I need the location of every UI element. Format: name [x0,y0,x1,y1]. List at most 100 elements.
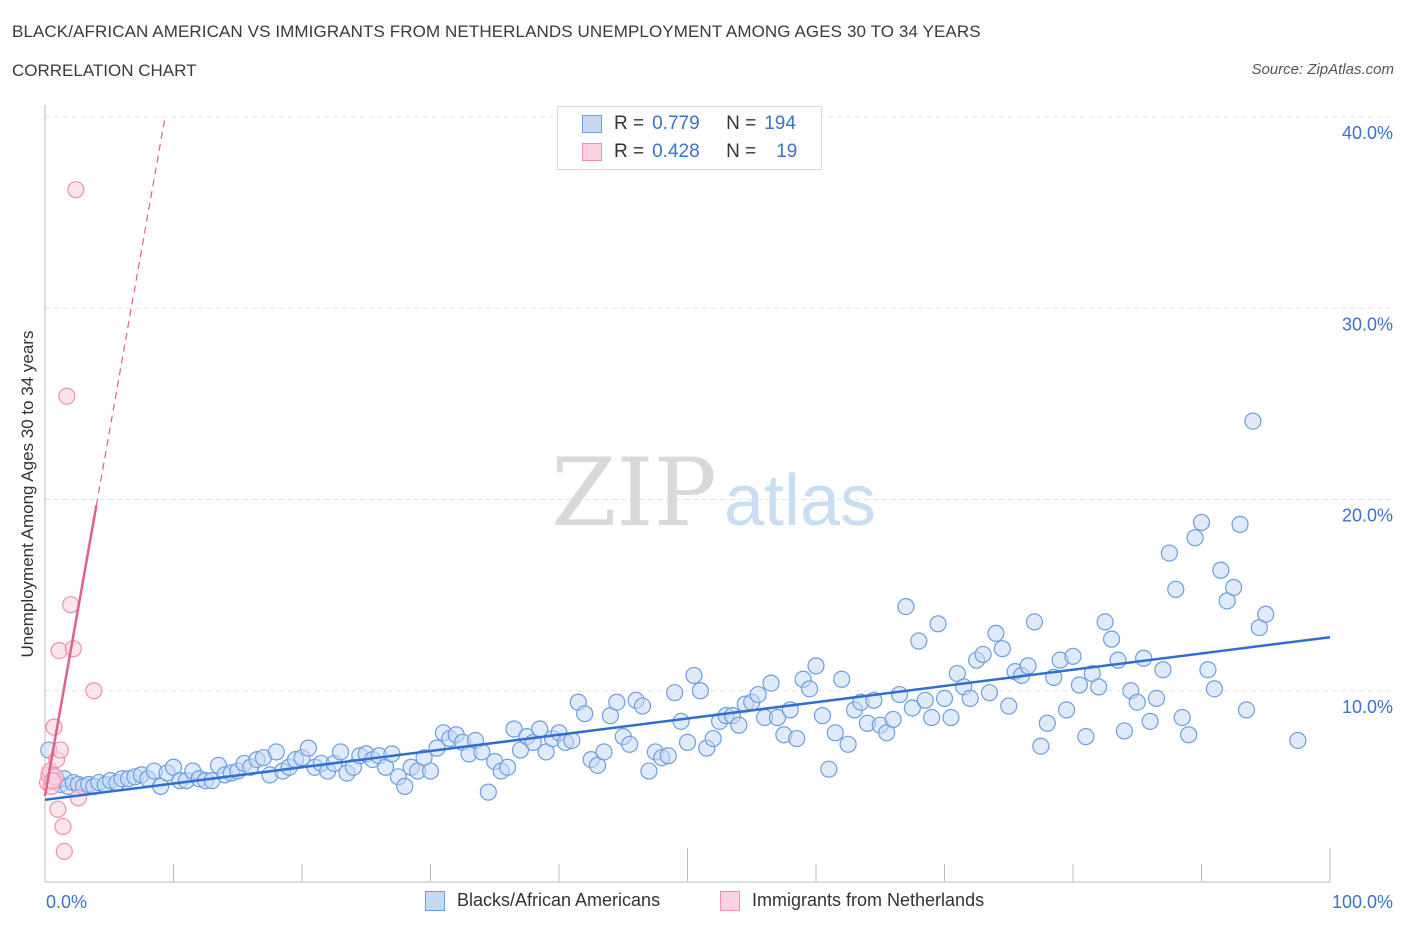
legend-r-value: 0.779 [652,113,700,134]
data-point-blacks [916,691,934,709]
data-point-blacks [897,597,915,616]
data-point-netherlands [45,718,63,736]
data-point-netherlands [69,789,88,807]
bottom-legend-netherlands: Immigrants from Netherlands [720,890,984,911]
data-point-blacks [1212,561,1230,579]
data-point-blacks [833,670,851,688]
data-point-blacks [1173,708,1191,727]
x-tick-label: 100.0% [1332,892,1393,912]
data-point-blacks [640,762,658,780]
watermark: ZIP atlas [551,439,876,548]
data-point-blacks [980,684,999,702]
data-point-blacks [672,712,690,730]
data-point-blacks [1019,657,1037,675]
data-point-blacks [678,733,697,751]
y-axis-label: Unemployment Among Ages 30 to 34 years [18,331,37,658]
chart-title: BLACK/AFRICAN AMERICAN VS IMMIGRANTS FRO… [12,22,981,41]
data-point-blacks [788,729,806,748]
data-point-blacks [839,735,857,753]
data-point-blacks [1032,737,1050,755]
stats-legend: R = 0.779 N = 194 R = 0.428 N = 19 [557,106,822,170]
data-point-blacks [1199,661,1217,679]
bottom-legend-swatch-blue [425,890,445,911]
data-point-blacks [331,743,350,761]
data-point-blacks [595,743,613,761]
data-point-blacks [1000,697,1018,715]
data-point-blacks [633,697,652,715]
data-point-blacks [1102,630,1121,648]
data-point-blacks [1257,605,1275,623]
series-blacks-points [40,412,1307,801]
data-point-blacks [1205,680,1223,698]
data-point-blacks [807,657,825,675]
bottom-legend-label: Immigrants from Netherlands [752,890,985,910]
data-point-blacks [890,685,909,704]
data-point-blacks [1225,578,1243,597]
data-point-blacks [1064,647,1082,665]
legend-r-label: R = [614,113,645,134]
data-point-blacks [1180,726,1198,744]
data-point-blacks [621,735,639,753]
data-point-blacks [1289,731,1307,750]
data-point-blacks [1135,649,1153,667]
data-point-blacks [499,758,517,776]
legend-row-blacks: R = 0.779 N = 194 [582,112,796,136]
data-point-blacks [768,708,787,727]
data-point-blacks [1237,701,1256,719]
legend-n-value: 194 [764,113,796,134]
legend-r-value: 0.428 [652,141,700,162]
trend-line-netherlands [43,505,98,797]
trend-line-blacks [44,635,1331,802]
data-point-blacks [935,689,954,708]
data-point-blacks [993,640,1011,658]
y-tick-label: 40.0% [1342,123,1393,143]
data-point-blacks [800,680,819,698]
data-point-blacks [910,632,928,650]
data-point-blacks [659,747,677,765]
data-point-netherlands [54,817,72,836]
data-point-blacks [923,708,941,727]
legend-n-label: N = [726,141,757,162]
data-point-blacks [299,739,318,757]
data-point-blacks [685,666,703,685]
data-point-blacks [576,705,594,723]
tick-labels: 10.0% 20.0% 30.0% 40.0% 0.0% 100.0% [46,123,1393,912]
data-point-blacks [1070,676,1089,694]
data-point-netherlands [67,181,85,199]
y-tick-label: 10.0% [1342,697,1393,717]
data-point-blacks [1192,513,1211,532]
data-point-netherlands [55,842,73,861]
data-point-blacks [826,724,844,742]
legend-n-label: N = [726,113,757,134]
y-tick-label: 30.0% [1342,314,1393,334]
data-point-blacks [704,729,722,748]
data-point-netherlands [85,682,103,700]
data-point-blacks [1154,661,1172,679]
data-point-blacks [666,684,684,702]
data-point-blacks [1025,613,1044,631]
data-point-blacks [820,760,838,778]
y-tick-label: 20.0% [1342,506,1393,526]
data-point-blacks [1077,728,1095,746]
data-point-blacks [1115,722,1134,740]
data-point-blacks [396,777,414,795]
data-point-blacks [1167,580,1185,598]
data-point-blacks [903,699,921,717]
data-point-netherlands [49,800,67,818]
data-point-blacks [1096,613,1114,631]
data-point-blacks [929,615,947,633]
data-point-blacks [942,708,960,727]
data-point-blacks [1128,693,1146,711]
data-point-blacks [421,762,440,780]
source-note: Source: ZipAtlas.com [1251,61,1394,78]
data-point-blacks [1141,712,1159,730]
data-point-blacks [1186,529,1204,547]
data-point-netherlands [58,387,76,405]
data-point-netherlands [62,596,80,614]
data-point-blacks [813,707,832,725]
legend-r-label: R = [614,141,645,162]
bottom-legend-label: Blacks/African Americans [457,890,661,910]
data-point-blacks [608,693,626,711]
gridlines [45,116,1395,692]
